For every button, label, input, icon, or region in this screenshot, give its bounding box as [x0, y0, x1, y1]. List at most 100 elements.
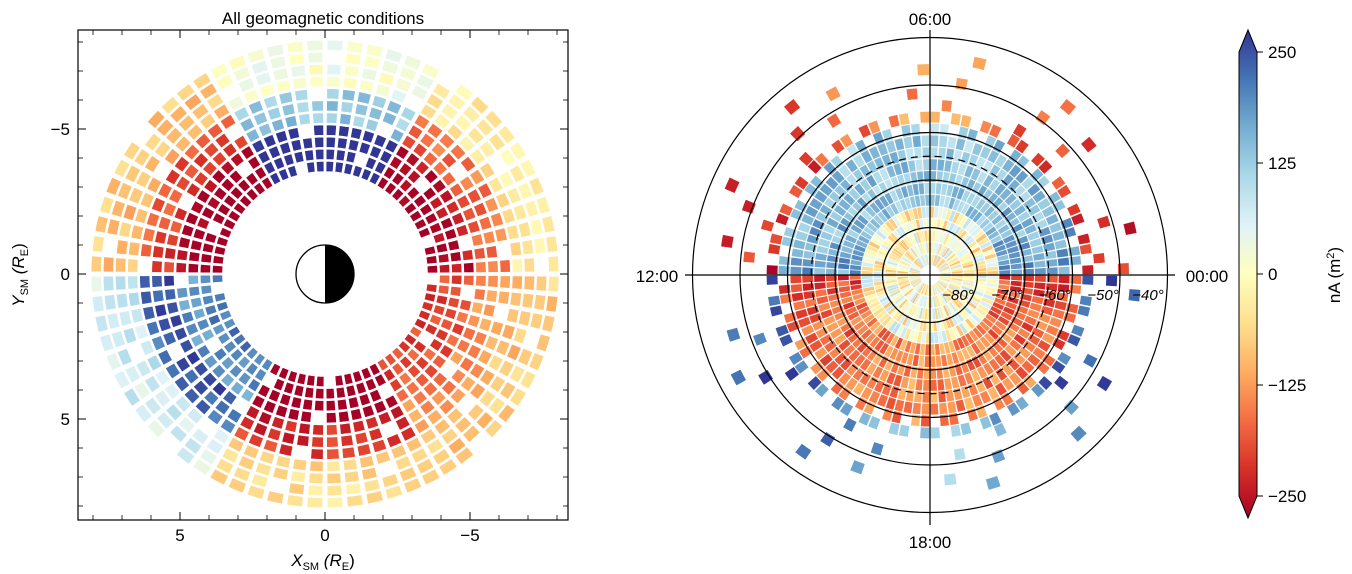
- right-bin-cell: [924, 254, 929, 266]
- right-bin-cell: [930, 356, 936, 368]
- left-bin-cell: [151, 335, 166, 352]
- right-bin-cell: [917, 244, 923, 255]
- right-bin-cell: [938, 307, 945, 319]
- right-bin-cell: [975, 271, 987, 275]
- right-bin-cell: [1032, 190, 1046, 203]
- left-bin-cell: [449, 182, 465, 198]
- left-bin-cell: [423, 363, 439, 379]
- left-bin-cell: [220, 160, 236, 176]
- left-bin-cell: [473, 247, 486, 260]
- left-bin-cell: [185, 211, 199, 226]
- right-bin-cell: [825, 86, 841, 102]
- left-bin-cell: [232, 65, 252, 82]
- right-bin-cell: [1009, 339, 1022, 351]
- left-bin-cell: [449, 143, 467, 161]
- left-bin-cell: [478, 215, 493, 231]
- left-bin-cell: [498, 170, 515, 189]
- right-bin-cell: [937, 260, 946, 269]
- left-bin-cell: [511, 258, 523, 273]
- left-bin-cell: [506, 186, 522, 205]
- right-bin-cell: [1001, 174, 1014, 187]
- right-bin-cell: [920, 415, 930, 427]
- left-bin-cell: [346, 494, 364, 508]
- left-bin-cell: [306, 496, 324, 509]
- left-bin-cell: [484, 109, 504, 129]
- right-bin-cell: [917, 257, 925, 268]
- left-bin-cell: [275, 130, 289, 144]
- right-bin-cell: [849, 264, 862, 271]
- right-bin-cell: [906, 290, 916, 300]
- left-bin-cell: [449, 285, 462, 297]
- left-bin-cell: [365, 118, 379, 132]
- left-bin-cell: [415, 356, 430, 371]
- colorbar-label: nA (m2): [1325, 247, 1344, 303]
- right-bin-cell: [909, 268, 921, 273]
- right-bin-cell: [874, 264, 886, 269]
- right-bin-cell: [1013, 352, 1026, 365]
- left-bin-cell: [308, 64, 324, 76]
- right-bin-cell: [824, 340, 837, 353]
- right-bin-cell: [941, 354, 948, 367]
- left-bin-cell: [127, 258, 139, 273]
- right-bin-cell: [975, 275, 987, 279]
- left-bin-cell: [219, 227, 233, 239]
- right-bin-cell: [948, 328, 956, 340]
- left-bin-cell: [335, 149, 346, 162]
- left-bin-cell: [175, 356, 191, 373]
- right-bin-cell: [994, 354, 1006, 367]
- right-bin-cell: [834, 352, 847, 365]
- right-bin-cell: [918, 355, 925, 367]
- left-bin-cell: [254, 368, 268, 382]
- left-bin-cell: [459, 175, 475, 192]
- left-bin-cell: [413, 194, 427, 208]
- right-bin-cell: [950, 424, 962, 437]
- left-bin-cell: [428, 313, 443, 326]
- right-bin-cell: [921, 242, 926, 254]
- right-bin-cell: [987, 230, 1000, 241]
- right-bin-cell: [960, 422, 972, 436]
- right-bin-cell: [994, 154, 1007, 168]
- left-bin-cell: [133, 148, 151, 167]
- right-bin-cell: [938, 280, 949, 287]
- left-bin-cell: [253, 352, 266, 367]
- left-bin-cell: [207, 313, 222, 326]
- left-bin-cell: [253, 181, 266, 196]
- right-bin-cell: [1009, 286, 1022, 293]
- right-bin-cell: [930, 182, 936, 194]
- left-bin-cell: [354, 103, 369, 117]
- left-bin-cell: [409, 209, 423, 223]
- right-bin-cell: [861, 270, 873, 275]
- left-bin-cell: [447, 93, 467, 111]
- right-bin-cell: [1093, 252, 1105, 264]
- right-bin-cell: [920, 255, 927, 267]
- right-bin-cell: [923, 254, 928, 266]
- right-bin-cell: [896, 213, 905, 226]
- right-bin-cell: [874, 281, 886, 286]
- left-bin-cell: [382, 166, 396, 180]
- right-bin-cell: [801, 324, 815, 337]
- right-bin-cell: [950, 161, 960, 174]
- left-bin-cell: [135, 170, 152, 189]
- right-bin-cell: [814, 347, 828, 360]
- right-bin-cell: [888, 422, 900, 436]
- right-bin-cell: [1000, 392, 1014, 406]
- right-bin-cell: [863, 313, 875, 324]
- right-bin-cell: [919, 319, 924, 331]
- right-bin-cell: [892, 322, 902, 335]
- right-bin-cell: [825, 176, 839, 190]
- right-bin-cell: [877, 327, 888, 339]
- right-bin-cell: [858, 305, 870, 315]
- right-bin-cell: [997, 224, 1010, 235]
- right-bin-cell: [983, 293, 995, 301]
- left-title: All geomagnetic conditions: [222, 9, 424, 28]
- right-bin-cell: [1067, 334, 1081, 347]
- left-bin-cell: [237, 455, 256, 471]
- left-bin-cell: [272, 67, 289, 82]
- left-bin-cell: [146, 354, 163, 372]
- right-bin-cell: [814, 260, 826, 268]
- right-bin-cell: [884, 345, 894, 358]
- right-bin-cell: [819, 333, 833, 346]
- right-bin-cell: [987, 150, 1000, 164]
- right-bin-cell: [1045, 213, 1059, 226]
- right-bin-cell: [951, 186, 960, 198]
